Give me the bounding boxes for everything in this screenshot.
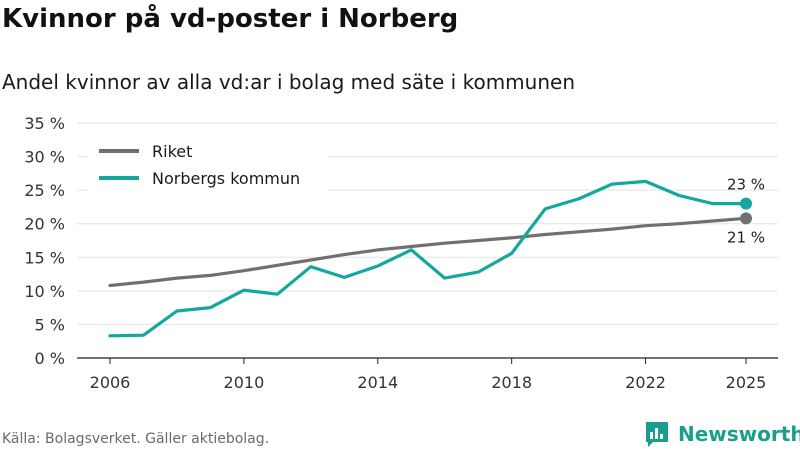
x-tick-label: 2022	[625, 373, 666, 392]
x-tick-label: 2014	[357, 373, 398, 392]
y-tick-label: 30 %	[24, 148, 65, 167]
y-tick-label: 20 %	[24, 215, 65, 234]
legend-label-norberg: Norbergs kommun	[152, 169, 300, 188]
x-tick-label: 2025	[726, 373, 767, 392]
chart-title: Kvinnor på vd-poster i Norberg	[2, 4, 459, 34]
legend-background	[88, 135, 328, 193]
brand-name: Newsworthy	[678, 422, 800, 446]
x-tick-label: 2018	[491, 373, 532, 392]
y-tick-label: 15 %	[24, 248, 65, 267]
end-point-riket	[740, 212, 752, 225]
series-line-riket	[108, 216, 748, 288]
end-markers: 21 % 23 %	[727, 176, 765, 247]
x-tick-label: 2006	[90, 373, 131, 392]
series-line-norberg	[108, 179, 748, 338]
x-axis: 2006 2010 2014 2018 2022 2025	[90, 358, 767, 392]
end-label-norberg: 23 %	[727, 176, 765, 194]
x-tick-label: 2010	[224, 373, 265, 392]
y-tick-label: 0 %	[35, 349, 65, 368]
y-tick-label: 5 %	[35, 315, 65, 334]
source-note: Källa: Bolagsverket. Gäller aktiebolag.	[2, 431, 270, 447]
bar-chart-speech-bubble-icon	[646, 422, 668, 447]
end-label-riket: 21 %	[727, 228, 765, 246]
y-tick-label: 25 %	[24, 181, 65, 200]
y-axis: 0 % 5 % 10 % 15 % 20 % 25 % 30 % 35 %	[24, 114, 65, 368]
y-tick-label: 35 %	[24, 114, 65, 133]
end-point-norberg	[740, 197, 752, 210]
brand: Newsworthy	[644, 420, 800, 448]
legend: Riket Norbergs kommun	[88, 135, 328, 193]
legend-label-riket: Riket	[152, 142, 192, 161]
chart-subtitle: Andel kvinnor av alla vd:ar i bolag med …	[2, 70, 575, 94]
y-tick-label: 10 %	[24, 282, 65, 301]
series-lines	[108, 179, 748, 338]
